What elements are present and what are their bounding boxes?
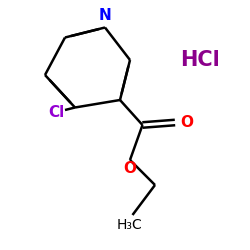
Text: O: O [180,115,193,130]
Text: O: O [124,161,136,176]
Text: N: N [98,8,112,22]
Text: H₃C: H₃C [117,218,143,232]
Text: Cl: Cl [48,105,64,120]
Text: HCl: HCl [180,50,220,70]
